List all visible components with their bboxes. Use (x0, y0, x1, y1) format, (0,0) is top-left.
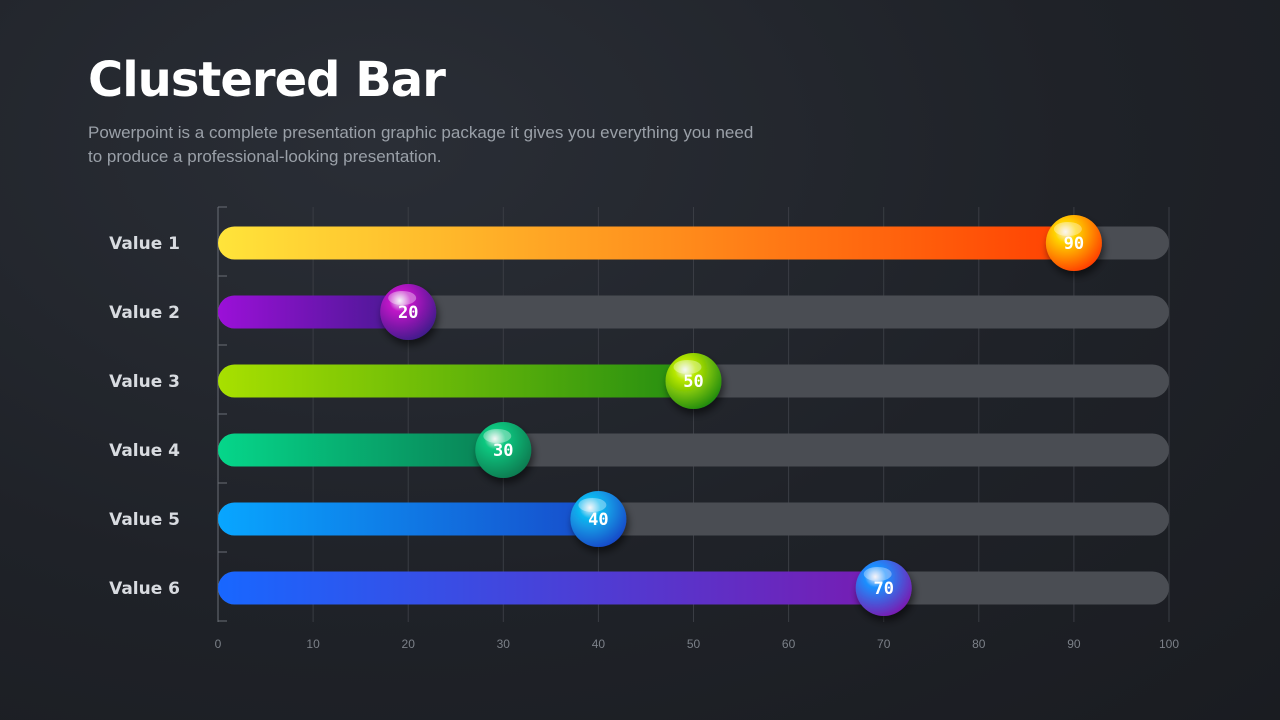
x-tick-label: 30 (497, 637, 511, 651)
x-tick-label: 60 (782, 637, 796, 651)
x-tick-label: 100 (1159, 637, 1179, 651)
bar (218, 571, 901, 605)
value-bubble (380, 284, 437, 340)
category-label: Value 6 (109, 579, 180, 599)
x-tick-label: 90 (1067, 637, 1081, 651)
bar-track (218, 295, 1169, 329)
data-label: 50 (683, 372, 703, 392)
data-label: 40 (588, 510, 608, 530)
bar (218, 502, 615, 536)
bar (218, 364, 710, 398)
value-bubble (855, 560, 912, 616)
value-bubble (1045, 215, 1102, 271)
bubble-highlight (1053, 222, 1082, 236)
x-tick-label: 40 (592, 637, 606, 651)
bubble-highlight (673, 360, 702, 374)
data-label: 70 (873, 579, 893, 599)
category-label: Value 5 (109, 510, 180, 530)
bubble-highlight (388, 291, 417, 305)
chart-subtitle: Powerpoint is a complete presentation gr… (88, 123, 754, 166)
x-tick-label: 70 (877, 637, 891, 651)
x-tick-label: 50 (687, 637, 701, 651)
bar (218, 433, 520, 467)
x-tick-label: 20 (402, 637, 416, 651)
value-bubble (665, 353, 722, 409)
x-tick-label: 80 (972, 637, 986, 651)
data-label: 90 (1064, 234, 1084, 254)
x-tick-label: 0 (215, 637, 222, 651)
bubble-highlight (578, 498, 607, 512)
category-label: Value 3 (109, 372, 180, 392)
chart-title: Clustered Bar (88, 52, 446, 108)
x-tick-label: 10 (306, 637, 320, 651)
category-label: Value 4 (109, 441, 180, 461)
value-bubble (475, 422, 532, 478)
data-label: 30 (493, 441, 513, 461)
bar (218, 295, 425, 329)
category-label: Value 2 (109, 303, 180, 323)
bubble-highlight (483, 429, 512, 443)
bar (218, 226, 1091, 260)
value-bubble (570, 491, 627, 547)
data-label: 20 (398, 303, 418, 323)
category-label: Value 1 (109, 234, 180, 254)
bubble-highlight (863, 567, 892, 581)
